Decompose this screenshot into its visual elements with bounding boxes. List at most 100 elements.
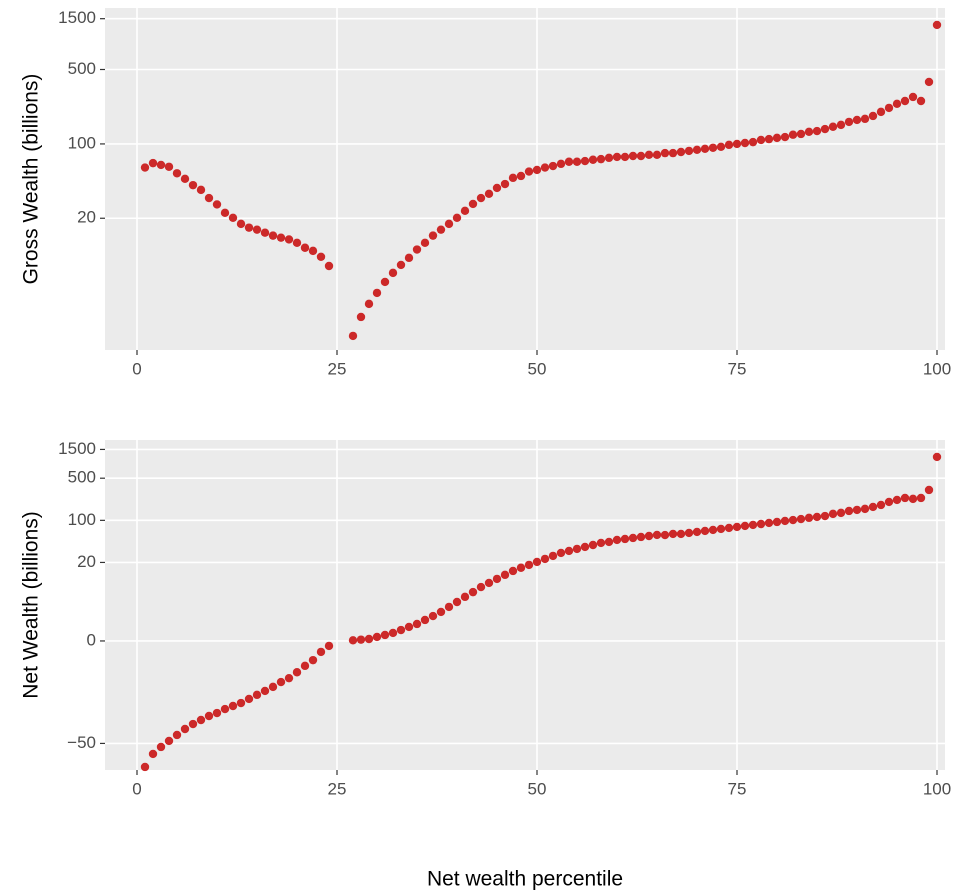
point: [612, 152, 622, 162]
point: [884, 497, 894, 507]
point: [932, 20, 942, 30]
point: [908, 92, 918, 102]
x-tick-label: 0: [132, 779, 141, 798]
point: [212, 708, 222, 718]
point: [412, 245, 422, 254]
point: [268, 682, 278, 692]
point: [524, 167, 534, 176]
point: [324, 261, 334, 271]
point: [604, 153, 614, 163]
y-tick-label: 20: [77, 208, 96, 227]
point: [772, 517, 782, 527]
point: [252, 690, 262, 700]
point: [892, 495, 902, 505]
point: [588, 540, 598, 550]
point: [164, 162, 174, 171]
y-tick-label: 1500: [58, 8, 96, 27]
point: [316, 647, 326, 657]
point: [804, 513, 814, 523]
point: [692, 527, 702, 537]
point: [860, 504, 870, 514]
point: [484, 578, 494, 588]
point: [540, 163, 550, 172]
point: [212, 200, 222, 209]
point: [140, 762, 150, 772]
point: [380, 277, 390, 287]
point: [180, 724, 190, 734]
x-tick-label: 75: [728, 779, 747, 798]
point: [580, 156, 590, 166]
point: [588, 155, 598, 164]
point: [292, 238, 302, 248]
point: [748, 520, 758, 530]
point: [676, 147, 686, 157]
point: [508, 173, 518, 183]
point: [156, 160, 166, 170]
point: [876, 500, 886, 510]
point: [524, 560, 534, 570]
point: [612, 535, 622, 545]
point: [468, 587, 478, 597]
point: [436, 225, 446, 234]
point: [276, 233, 286, 242]
point: [796, 514, 806, 524]
point: [156, 742, 166, 752]
point: [564, 157, 574, 166]
point: [868, 502, 878, 512]
point: [260, 228, 270, 237]
point: [188, 719, 198, 729]
y-tick-label: 500: [68, 59, 96, 78]
point: [572, 544, 582, 554]
point: [764, 134, 774, 144]
point: [516, 171, 526, 181]
point: [900, 493, 910, 503]
point: [388, 268, 398, 278]
point: [508, 566, 518, 576]
point: [460, 592, 470, 602]
point: [924, 485, 934, 495]
point: [884, 103, 894, 113]
point: [276, 677, 286, 687]
point: [260, 686, 270, 696]
point: [348, 331, 358, 341]
point: [748, 137, 758, 147]
y-tick-label: −50: [67, 733, 96, 752]
point: [252, 225, 262, 234]
point: [620, 152, 630, 162]
point: [676, 529, 686, 539]
point: [756, 519, 766, 529]
point: [876, 107, 886, 117]
point: [636, 532, 646, 542]
point: [708, 143, 718, 152]
point: [740, 521, 750, 531]
point: [148, 158, 158, 168]
point: [388, 628, 398, 638]
point: [556, 159, 566, 169]
point: [140, 163, 150, 172]
point: [548, 551, 558, 561]
point: [364, 634, 374, 644]
point: [452, 597, 462, 607]
point: [172, 169, 182, 178]
point: [804, 127, 814, 136]
point: [756, 135, 766, 145]
point: [372, 288, 382, 298]
point: [852, 505, 862, 515]
point: [428, 231, 438, 240]
point: [660, 530, 670, 540]
point: [484, 189, 494, 198]
point: [380, 630, 390, 640]
point: [604, 537, 614, 547]
point: [708, 525, 718, 535]
point: [284, 673, 294, 683]
point: [300, 661, 310, 671]
point: [764, 518, 774, 528]
point: [412, 619, 422, 629]
point: [316, 252, 326, 261]
point: [572, 157, 582, 166]
y-tick-label: 100: [68, 133, 96, 152]
point: [180, 174, 190, 184]
point: [644, 531, 654, 541]
y-tick-label: 1500: [58, 439, 96, 458]
point: [668, 529, 678, 539]
